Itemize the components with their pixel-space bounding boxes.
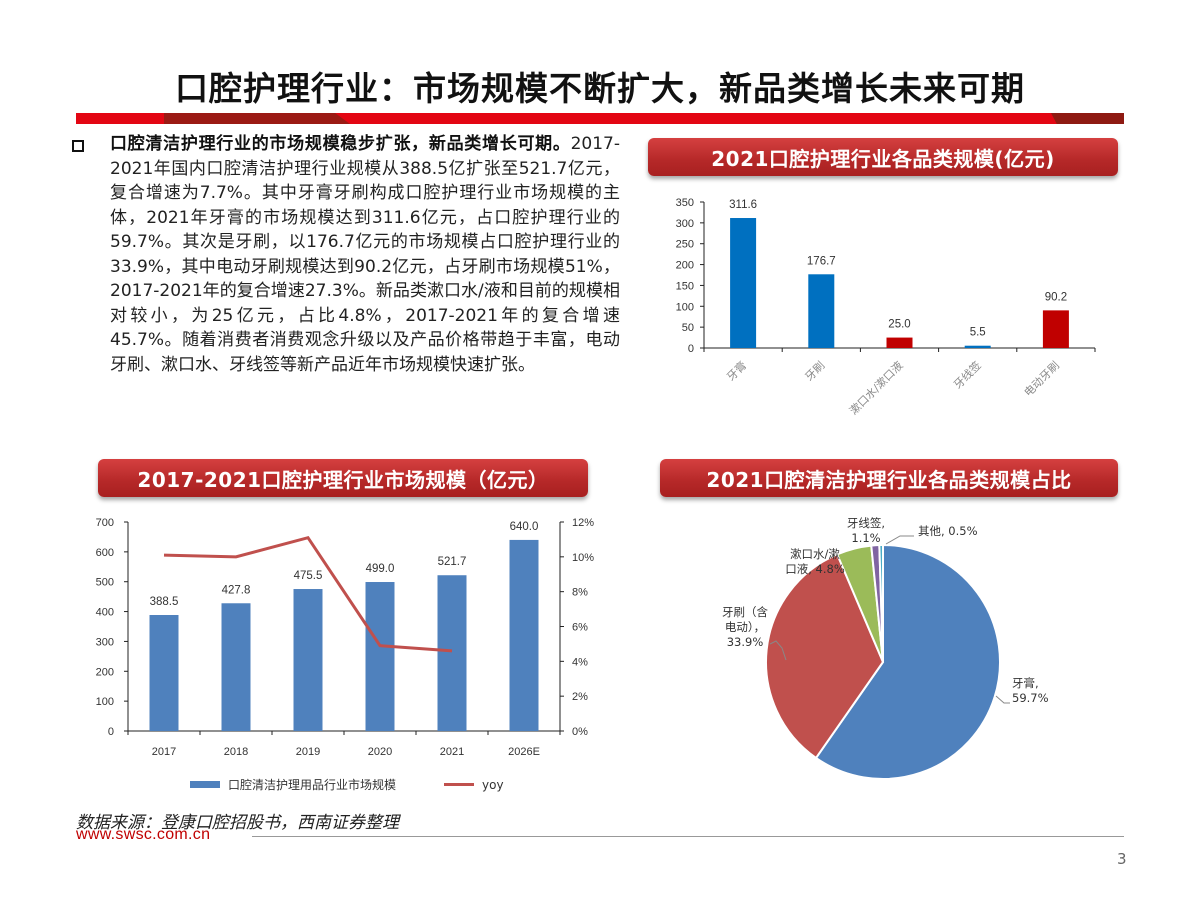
legend-bar-swatch: [190, 781, 220, 788]
ms-left-tick: 200: [96, 666, 114, 678]
cat-y-tick: 250: [676, 239, 694, 251]
pie-label: 电动），: [725, 620, 765, 634]
pie-label: 牙膏,: [1012, 676, 1039, 690]
ms-bar-value: 640.0: [510, 521, 539, 533]
page-number: 3: [1117, 850, 1127, 868]
ms-bar-value: 388.5: [150, 596, 179, 608]
ms-bar-value: 499.0: [366, 563, 395, 575]
ms-right-tick: 10%: [572, 552, 594, 564]
ms-bar: [293, 589, 323, 731]
pie-slice: [765, 553, 885, 760]
cat-y-tick: 150: [676, 280, 694, 292]
ms-right-tick: 0%: [572, 726, 588, 738]
cat-x-label: 电动牙刷: [1022, 359, 1062, 399]
ms-x-label: 2020: [368, 746, 392, 758]
ms-x-label: 2019: [296, 746, 320, 758]
yoy-line: [163, 535, 453, 653]
ms-bar: [365, 582, 395, 731]
ms-bar: [437, 575, 467, 731]
footer-divider: [252, 836, 1124, 837]
ms-x-label: 2021: [440, 746, 464, 758]
pie-label: 59.7%: [1012, 691, 1049, 705]
ms-bar-value: 427.8: [222, 584, 251, 596]
title-divider-accent-left: [164, 113, 350, 124]
pie-label: 口液, 4.8%: [785, 562, 845, 576]
pie-label: 1.1%: [851, 531, 880, 545]
ms-bar: [149, 615, 179, 731]
summary-lead: 口腔清洁护理行业的市场规模稳步扩张，新品类增长可期。: [110, 134, 571, 154]
banner-market-size: 2017-2021口腔护理行业市场规模（亿元）: [98, 459, 588, 497]
cat-y-tick: 200: [676, 260, 694, 272]
ms-left-tick: 500: [96, 577, 114, 589]
cat-y-tick: 350: [676, 197, 694, 209]
bullet-square-icon: [72, 140, 84, 152]
cat-bar-value: 25.0: [888, 319, 910, 331]
ms-x-label: 2026E: [508, 746, 540, 758]
ms-left-tick: 0: [108, 726, 114, 738]
cat-bar-value: 176.7: [807, 255, 836, 267]
cat-x-label: 漱口水/漱口液: [846, 358, 905, 417]
pie-label: 漱口水/漱: [790, 547, 840, 561]
ms-bar-value: 475.5: [294, 570, 323, 582]
cat-y-tick: 300: [676, 218, 694, 230]
ms-left-tick: 700: [96, 517, 114, 529]
ms-bar: [221, 603, 251, 731]
summary-paragraph: 口腔清洁护理行业的市场规模稳步扩张，新品类增长可期。2017-2021年国内口腔…: [110, 132, 620, 377]
ms-x-label: 2018: [224, 746, 248, 758]
ms-bar-value: 521.7: [438, 556, 467, 568]
cat-bar: [886, 337, 913, 348]
cat-x-label: 牙膏: [724, 358, 749, 383]
ms-right-tick: 2%: [572, 691, 588, 703]
ms-x-label: 2017: [152, 746, 176, 758]
title-divider-accent-right: [1051, 113, 1124, 124]
ms-left-tick: 300: [96, 636, 114, 648]
legend-line-swatch: [444, 783, 475, 786]
pie-label: 33.9%: [727, 635, 764, 649]
cat-x-label: 牙刷: [803, 359, 828, 384]
ms-left-tick: 400: [96, 607, 114, 619]
website-link[interactable]: www.swsc.com.cn: [76, 826, 211, 843]
legend-bar-label: 口腔清洁护理用品行业市场规模: [228, 778, 397, 792]
banner-category-share: 2021口腔清洁护理行业各品类规模占比: [660, 459, 1118, 497]
data-source: 数据来源：登康口腔招股书，西南证券整理: [76, 813, 399, 833]
cat-y-tick: 50: [682, 322, 694, 334]
title-divider: [76, 113, 1124, 124]
ms-right-tick: 8%: [572, 587, 588, 599]
ms-right-tick: 6%: [572, 622, 588, 634]
ms-bar: [509, 539, 539, 731]
page-title: 口腔护理行业：市场规模不断扩大，新品类增长未来可期: [175, 69, 1025, 108]
summary-body: 2017-2021年国内口腔清洁护理行业规模从388.5亿扩张至521.7亿元，…: [110, 134, 620, 375]
ms-right-tick: 12%: [572, 517, 594, 529]
pie-slice: [878, 543, 884, 663]
pie-label: 其他, 0.5%: [918, 524, 978, 538]
cat-y-tick: 0: [688, 343, 694, 355]
pie-label: 牙线签,: [847, 516, 885, 530]
cat-bar-value: 311.6: [729, 199, 757, 211]
pie-slice: [814, 543, 1001, 780]
cat-bar-value: 5.5: [970, 327, 986, 339]
pie-label: 牙刷（含: [722, 605, 768, 619]
banner-category-bar: 2021口腔护理行业各品类规模(亿元): [648, 138, 1118, 176]
legend-line-label: yoy: [482, 777, 504, 792]
cat-bar: [730, 218, 757, 348]
cat-bar: [964, 345, 991, 348]
ms-left-tick: 600: [96, 547, 114, 559]
ms-right-tick: 4%: [572, 656, 588, 668]
cat-bar-value: 90.2: [1045, 291, 1067, 303]
cat-x-label: 牙线签: [951, 358, 984, 391]
ms-left-tick: 100: [96, 696, 114, 708]
cat-bar: [1042, 310, 1069, 348]
cat-bar: [808, 274, 835, 348]
market-size-legend: 口腔清洁护理用品行业市场规模 yoy: [190, 776, 504, 793]
cat-y-tick: 100: [676, 301, 694, 313]
